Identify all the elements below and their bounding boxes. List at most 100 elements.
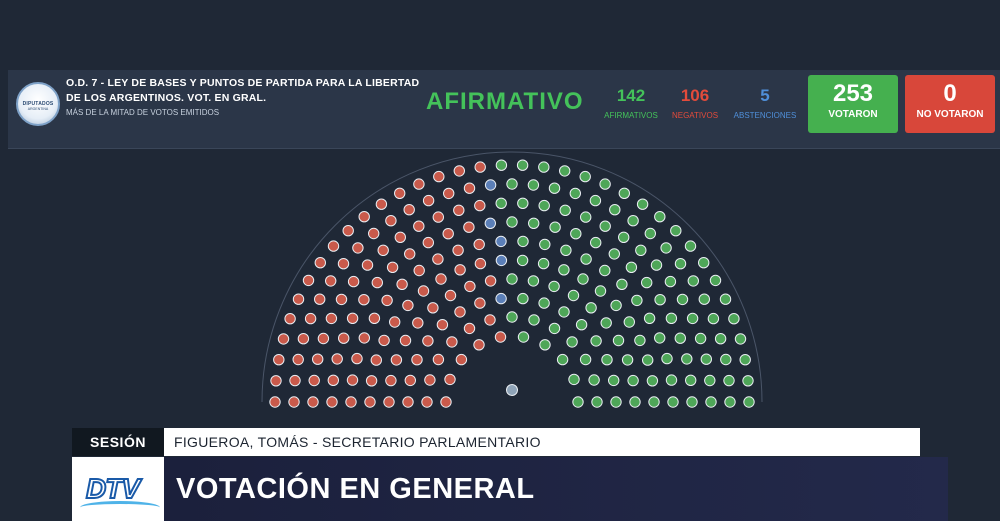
seat xyxy=(404,248,416,260)
seat xyxy=(361,259,374,271)
hemicycle-outline xyxy=(261,151,763,403)
seat xyxy=(608,248,620,260)
seat xyxy=(495,197,507,209)
seat xyxy=(432,211,444,223)
seat xyxy=(599,178,611,190)
seat xyxy=(600,317,612,329)
seat xyxy=(289,374,301,387)
seat xyxy=(660,242,672,254)
seat xyxy=(433,170,445,183)
seat xyxy=(326,396,338,408)
seat xyxy=(724,396,736,408)
seat xyxy=(676,293,689,306)
seat xyxy=(454,264,466,276)
seat xyxy=(654,210,666,223)
seat xyxy=(327,240,340,252)
seat xyxy=(623,316,635,328)
seat xyxy=(590,236,602,249)
seat xyxy=(608,374,620,387)
seat xyxy=(411,354,423,366)
bill-title: O.D. 7 - LEY DE BASES Y PUNTOS DE PARTID… xyxy=(66,77,420,104)
abstention-label: ABSTENCIONES xyxy=(733,111,797,120)
seat xyxy=(517,292,529,305)
seat xyxy=(389,316,401,328)
seat xyxy=(654,332,666,344)
seat xyxy=(378,334,390,347)
diputados-logo-icon: DIPUTADOS ARGENTINA xyxy=(16,82,60,126)
seat xyxy=(539,238,551,251)
abstention-count: 5 ABSTENCIONES xyxy=(730,86,800,120)
seat xyxy=(417,285,430,297)
seat xyxy=(661,352,673,365)
seat xyxy=(694,332,707,345)
seat xyxy=(495,159,508,171)
seat xyxy=(345,396,357,408)
seat xyxy=(474,161,486,173)
seat xyxy=(579,170,591,183)
seat xyxy=(698,293,710,305)
seat xyxy=(609,204,621,216)
seat xyxy=(667,396,679,408)
seat xyxy=(422,194,435,207)
seat xyxy=(709,274,722,287)
seat xyxy=(269,396,281,408)
seat xyxy=(527,275,540,287)
seat xyxy=(386,261,399,274)
seat xyxy=(616,278,628,291)
seat xyxy=(728,313,740,325)
seat xyxy=(734,333,747,345)
seat xyxy=(665,374,678,386)
seat xyxy=(548,280,560,293)
seat xyxy=(739,354,751,366)
seat xyxy=(742,375,754,387)
seat xyxy=(404,374,416,387)
seat xyxy=(284,313,296,325)
not-voted-box: 0 NO VOTARON xyxy=(905,75,995,133)
seat xyxy=(421,396,433,408)
seat xyxy=(358,332,370,344)
seat xyxy=(292,353,304,366)
session-label: SESIÓN xyxy=(72,428,164,456)
seat xyxy=(698,257,710,269)
seat xyxy=(297,333,310,345)
seat xyxy=(664,275,677,288)
voted-value: 253 xyxy=(832,80,874,107)
seat xyxy=(687,275,699,287)
president-seat xyxy=(506,384,518,396)
seat xyxy=(365,375,378,387)
voted-label: VOTARON xyxy=(828,109,878,120)
seat xyxy=(474,257,487,270)
seat xyxy=(317,332,330,345)
seat xyxy=(743,396,755,408)
seat xyxy=(636,198,649,210)
seat xyxy=(670,225,682,237)
session-bar: SESIÓN FIGUEROA, TOMÁS - SECRETARIO PARL… xyxy=(72,428,920,456)
seat xyxy=(538,297,550,309)
seat xyxy=(644,227,656,240)
seat xyxy=(308,374,320,387)
seat xyxy=(464,280,476,293)
seat xyxy=(723,374,735,387)
seat xyxy=(591,396,603,408)
seat xyxy=(474,297,486,309)
seat xyxy=(396,278,408,291)
footer-bar: DTV VOTACIÓN EN GENERAL xyxy=(72,457,948,521)
seat xyxy=(440,396,452,408)
seat xyxy=(452,244,464,257)
seat xyxy=(302,274,315,287)
seat xyxy=(588,374,600,386)
seat xyxy=(634,334,646,347)
seat xyxy=(627,374,639,387)
seat xyxy=(463,182,476,194)
not-voted-label: NO VOTARON xyxy=(916,109,984,120)
seat xyxy=(685,374,697,387)
seat xyxy=(335,293,348,306)
seat xyxy=(444,289,457,302)
seat xyxy=(412,317,424,329)
seat xyxy=(538,161,550,173)
seat xyxy=(549,221,561,233)
logo-text: DIPUTADOS xyxy=(22,101,54,107)
seat xyxy=(559,165,571,177)
seat xyxy=(443,187,455,200)
seat xyxy=(484,217,496,230)
